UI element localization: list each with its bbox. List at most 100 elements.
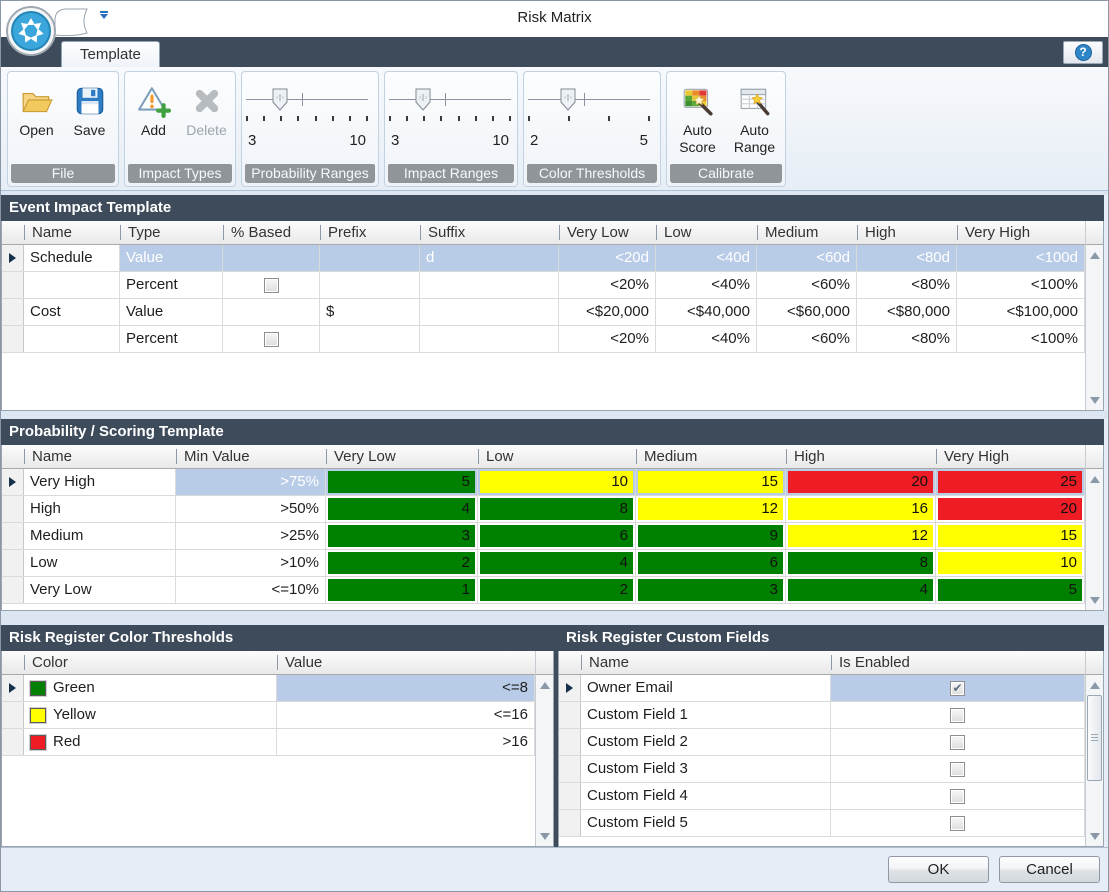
cell-very-high[interactable]: <100% — [957, 272, 1085, 298]
row-gutter[interactable] — [2, 496, 24, 522]
scroll-up-button[interactable] — [1086, 677, 1103, 693]
cell-high[interactable]: 16 — [786, 496, 936, 522]
cell-high[interactable]: <80% — [857, 272, 957, 298]
scroll-down-button[interactable] — [536, 828, 553, 844]
cell-suffix[interactable] — [420, 326, 559, 352]
vertical-scrollbar[interactable] — [1085, 221, 1103, 410]
cell-medium[interactable]: <$60,000 — [757, 299, 857, 325]
table-row[interactable]: Owner Email — [559, 675, 1085, 702]
cell-name[interactable]: Owner Email — [581, 675, 831, 701]
cell-very-low[interactable]: <20% — [559, 272, 656, 298]
row-gutter[interactable] — [559, 783, 581, 809]
cell-name[interactable]: Very High — [24, 469, 176, 495]
row-gutter[interactable] — [2, 550, 24, 576]
cell-high[interactable]: <80d — [857, 245, 957, 271]
cell-medium[interactable]: <60% — [757, 326, 857, 352]
row-gutter[interactable] — [2, 523, 24, 549]
scroll-up-button[interactable] — [536, 677, 553, 693]
cell-very-high[interactable]: 15 — [936, 523, 1085, 549]
scroll-down-button[interactable] — [1086, 592, 1103, 608]
cell-name[interactable]: Custom Field 4 — [581, 783, 831, 809]
scrollbar-track[interactable] — [536, 675, 553, 846]
checkbox-unchecked[interactable] — [950, 708, 965, 723]
cell-prefix[interactable]: $ — [320, 299, 420, 325]
cell-name[interactable]: Schedule — [24, 245, 120, 271]
row-gutter[interactable] — [2, 272, 24, 298]
cell-name[interactable]: Custom Field 5 — [581, 810, 831, 836]
cell-prefix[interactable] — [320, 245, 420, 271]
scrollbar-track[interactable] — [1086, 675, 1103, 846]
cell-color[interactable]: Green — [24, 675, 277, 701]
cell-type[interactable]: Value — [120, 245, 223, 271]
cell-high[interactable]: <$80,000 — [857, 299, 957, 325]
scrollbar-thumb[interactable] — [1087, 695, 1102, 781]
vertical-scrollbar[interactable] — [1085, 445, 1103, 610]
quick-access-dropdown-icon[interactable] — [97, 9, 111, 25]
row-gutter[interactable] — [2, 299, 24, 325]
scroll-up-button[interactable] — [1086, 471, 1103, 487]
cell-low[interactable]: 8 — [478, 496, 636, 522]
cell-name[interactable]: Medium — [24, 523, 176, 549]
row-gutter[interactable] — [559, 675, 581, 701]
cell-is-enabled[interactable] — [831, 675, 1085, 701]
scroll-up-button[interactable] — [1086, 247, 1103, 263]
cell-is-enabled[interactable] — [831, 783, 1085, 809]
cell-name[interactable]: Custom Field 1 — [581, 702, 831, 728]
row-gutter[interactable] — [2, 326, 24, 352]
cell-value[interactable]: <=16 — [277, 702, 535, 728]
cell-based[interactable] — [223, 272, 320, 298]
cell-low[interactable]: <$40,000 — [656, 299, 757, 325]
cell-low[interactable]: <40% — [656, 272, 757, 298]
table-row[interactable]: Custom Field 3 — [559, 756, 1085, 783]
cell-name[interactable]: Low — [24, 550, 176, 576]
cell-medium[interactable]: 3 — [636, 577, 786, 603]
checkbox-unchecked[interactable] — [264, 278, 279, 293]
cell-min-value[interactable]: >10% — [176, 550, 326, 576]
table-row[interactable]: Custom Field 1 — [559, 702, 1085, 729]
cell-type[interactable]: Percent — [120, 272, 223, 298]
row-gutter[interactable] — [2, 675, 24, 701]
cell-name[interactable] — [24, 326, 120, 352]
slider-thumb[interactable] — [413, 87, 433, 113]
table-row[interactable]: ScheduleValued<20d<40d<60d<80d<100d — [2, 245, 1085, 272]
cell-very-high[interactable]: <$100,000 — [957, 299, 1085, 325]
cell-is-enabled[interactable] — [831, 810, 1085, 836]
cell-is-enabled[interactable] — [831, 729, 1085, 755]
cell-name[interactable]: Custom Field 3 — [581, 756, 831, 782]
cell-medium[interactable]: 12 — [636, 496, 786, 522]
auto-range-button[interactable]: Auto Range — [728, 76, 781, 156]
cell-color[interactable]: Yellow — [24, 702, 277, 728]
table-row[interactable]: Medium>25%3691215 — [2, 523, 1085, 550]
cell-suffix[interactable]: d — [420, 245, 559, 271]
table-row[interactable]: Yellow<=16 — [2, 702, 535, 729]
cell-min-value[interactable]: >75% — [176, 469, 326, 495]
cell-very-low[interactable]: 2 — [326, 550, 478, 576]
table-row[interactable]: Very Low<=10%12345 — [2, 577, 1085, 604]
table-row[interactable]: Percent <20%<40%<60%<80%<100% — [2, 272, 1085, 299]
cell-name[interactable]: High — [24, 496, 176, 522]
cell-low[interactable]: <40d — [656, 245, 757, 271]
tab-template[interactable]: Template — [61, 41, 160, 67]
slider-thumb[interactable] — [270, 87, 290, 113]
checkbox-unchecked[interactable] — [950, 762, 965, 777]
vertical-scrollbar[interactable] — [1085, 651, 1103, 846]
cell-medium[interactable]: <60% — [757, 272, 857, 298]
cell-medium[interactable]: 15 — [636, 469, 786, 495]
row-gutter[interactable] — [2, 469, 24, 495]
cell-based[interactable] — [223, 326, 320, 352]
cell-name[interactable]: Cost — [24, 299, 120, 325]
ok-button[interactable]: OK — [888, 856, 989, 883]
cell-is-enabled[interactable] — [831, 702, 1085, 728]
cell-type[interactable]: Percent — [120, 326, 223, 352]
checkbox-unchecked[interactable] — [264, 332, 279, 347]
table-row[interactable]: Very High>75%510152025 — [2, 469, 1085, 496]
row-gutter[interactable] — [559, 756, 581, 782]
cell-very-low[interactable]: <20% — [559, 326, 656, 352]
auto-score-button[interactable]: Auto Score — [671, 76, 724, 156]
cell-very-high[interactable]: 10 — [936, 550, 1085, 576]
scroll-down-button[interactable] — [1086, 392, 1103, 408]
row-gutter[interactable] — [559, 729, 581, 755]
row-gutter[interactable] — [559, 810, 581, 836]
cell-low[interactable]: 2 — [478, 577, 636, 603]
cell-very-high[interactable]: <100d — [957, 245, 1085, 271]
